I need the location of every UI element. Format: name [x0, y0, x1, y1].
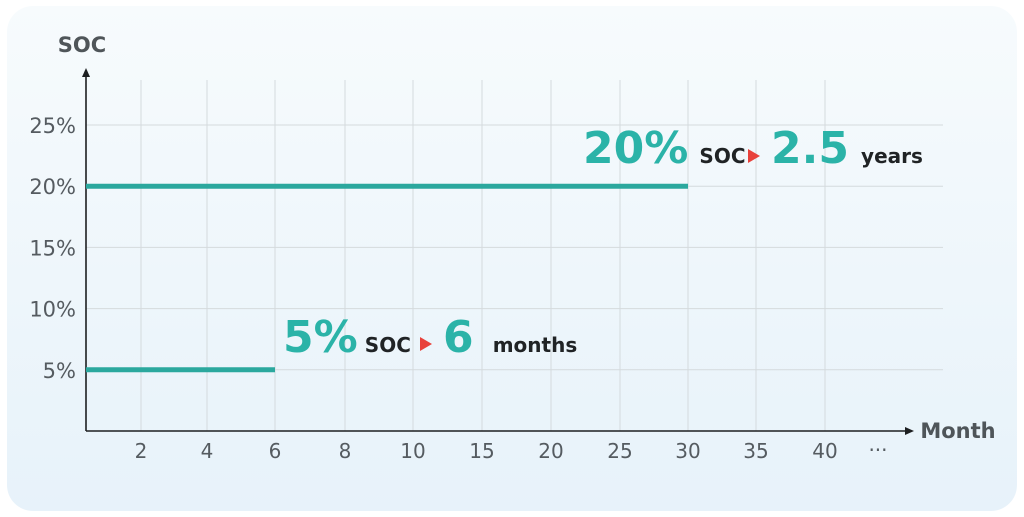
- annotation-unit: years: [861, 144, 923, 168]
- annotation-unit: months: [493, 333, 578, 357]
- annotation-soc-label: SOC: [365, 333, 411, 357]
- arrow-right-icon: [748, 149, 760, 163]
- x-tick-label: 4: [201, 439, 214, 463]
- svg-text:5% SOC: 5% SOC: [283, 312, 411, 363]
- y-tick-label: 25%: [29, 114, 76, 138]
- annotation-soc-label: SOC: [699, 144, 745, 168]
- annotation-20-percent: 20% SOC 2.5 years: [583, 123, 923, 174]
- x-tick-label: 10: [400, 439, 425, 463]
- y-tick-labels: 25% 20% 15% 10% 5%: [29, 114, 76, 383]
- x-tick-label: 30: [675, 439, 700, 463]
- svg-text:6 months: 6 months: [443, 312, 577, 363]
- svg-text:20% SOC: 20% SOC: [583, 123, 746, 174]
- x-tick-label: 8: [339, 439, 352, 463]
- annotation-duration: 2.5: [771, 123, 849, 174]
- svg-text:2.5 years: 2.5 years: [771, 123, 923, 174]
- x-tick-labels: 2 4 6 8 10 15 20 25 30 35 40: [135, 439, 838, 463]
- x-tick-label: 40: [812, 439, 837, 463]
- x-tick-label: 15: [469, 439, 494, 463]
- x-tick-label: 35: [743, 439, 768, 463]
- y-axis-title: SOC: [58, 33, 106, 57]
- y-tick-label: 10%: [29, 298, 76, 322]
- chart-card: [7, 6, 1017, 511]
- x-tick-label: 25: [607, 439, 632, 463]
- x-tick-label: 2: [135, 439, 148, 463]
- annotation-soc-value: 5%: [283, 312, 358, 363]
- y-tick-label: 5%: [43, 359, 76, 383]
- x-tick-label: 6: [269, 439, 282, 463]
- series-lines: [86, 183, 688, 373]
- annotation-5-percent: 5% SOC 6 months: [283, 312, 577, 363]
- annotation-duration: 6: [443, 312, 474, 363]
- x-ellipsis: ···: [868, 438, 887, 462]
- annotation-soc-value: 20%: [583, 123, 688, 174]
- y-tick-label: 15%: [29, 236, 76, 260]
- y-tick-label: 20%: [29, 175, 76, 199]
- x-tick-label: 20: [538, 439, 563, 463]
- arrow-right-icon: [420, 337, 432, 351]
- x-axis-title: Month: [920, 419, 995, 443]
